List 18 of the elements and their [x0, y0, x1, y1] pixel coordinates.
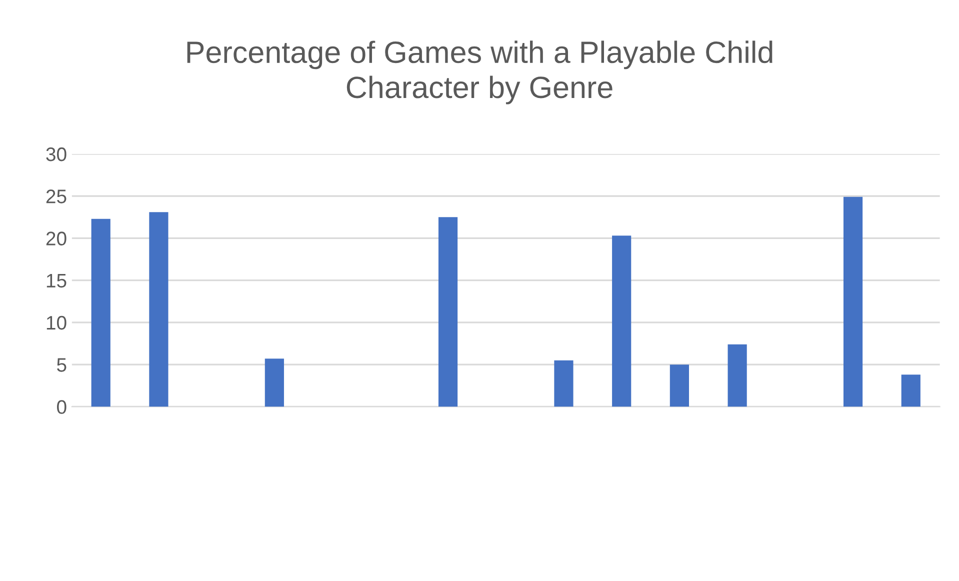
- bar: [91, 218, 110, 407]
- bar: [554, 360, 574, 407]
- y-tick-label: 30: [46, 147, 66, 162]
- y-tick-label: 0: [57, 400, 66, 414]
- bar: [670, 364, 689, 407]
- bar: [264, 358, 284, 407]
- y-tick-label: 25: [46, 190, 66, 204]
- bar: [438, 217, 458, 407]
- bar: [901, 374, 920, 407]
- chart-title: Percentage of Games with a Playable Child Character by Genre: [187, 40, 772, 104]
- y-tick-label: 15: [46, 274, 66, 288]
- bar: [843, 196, 863, 407]
- y-tick-label: 20: [46, 232, 66, 246]
- y-tick-label: 5: [57, 358, 66, 372]
- bar: [728, 344, 747, 407]
- y-tick-label: 10: [46, 316, 66, 330]
- bar: [612, 236, 632, 407]
- bar: [149, 212, 168, 407]
